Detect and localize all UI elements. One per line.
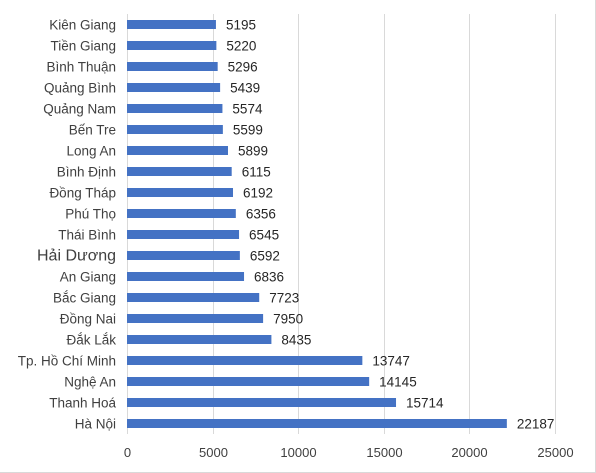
bar	[127, 293, 260, 302]
value-label: 6592	[250, 249, 280, 264]
bar	[127, 230, 240, 239]
x-tick-label: 0	[124, 445, 131, 460]
value-label: 5296	[228, 60, 258, 75]
bar	[127, 83, 221, 92]
category-label: Hải Dương	[37, 248, 116, 265]
value-label: 5574	[232, 102, 263, 117]
category-label: Tp. Hồ Chí Minh	[18, 354, 116, 369]
category-label: Phú Thọ	[65, 207, 116, 222]
x-tick-label: 25000	[537, 445, 573, 460]
category-label: Hà Nội	[75, 417, 116, 432]
x-tick-labels: 0 5000 10000 15000 20000 25000	[124, 445, 574, 460]
bar	[127, 41, 217, 50]
bar	[127, 146, 228, 155]
bar	[127, 188, 234, 197]
category-labels: Kiên Giang Tiền Giang Bình Thuận Quảng Bình…	[18, 18, 117, 432]
category-label: Bình Định	[57, 165, 116, 180]
bars	[127, 20, 507, 428]
category-label: Bình Thuận	[46, 60, 116, 75]
category-label: Nghệ An	[64, 375, 116, 390]
x-tick-label: 15000	[366, 445, 402, 460]
value-label: 6836	[254, 270, 284, 285]
value-label: 5439	[230, 81, 260, 96]
bar	[127, 335, 272, 344]
value-label: 6115	[242, 165, 271, 180]
gridlines	[127, 14, 556, 434]
value-label: 8435	[281, 333, 311, 348]
value-label: 15714	[406, 396, 444, 411]
bar	[127, 272, 245, 281]
category-label: Bến Tre	[69, 123, 116, 138]
value-label: 6192	[243, 186, 273, 201]
category-label: Quảng Nam	[43, 102, 116, 117]
bar	[127, 20, 216, 29]
bar	[127, 62, 218, 71]
value-label: 13747	[372, 354, 410, 369]
category-label: Đồng Tháp	[49, 186, 116, 201]
category-label: Đồng Nai	[60, 312, 116, 327]
x-tick-label: 5000	[199, 445, 228, 460]
bar	[127, 314, 264, 323]
value-label: 14145	[379, 375, 417, 390]
category-label: Tiền Giang	[50, 39, 116, 54]
bar	[127, 104, 223, 113]
value-label: 6356	[246, 207, 276, 222]
bar	[127, 377, 370, 386]
value-label: 5899	[238, 144, 268, 159]
category-label: Long An	[66, 144, 116, 159]
value-label: 5599	[233, 123, 263, 138]
value-label: 7723	[269, 291, 299, 306]
x-tick-label: 10000	[280, 445, 316, 460]
category-label: Đắk Lắk	[66, 333, 116, 348]
bar	[127, 398, 397, 407]
value-label: 6545	[249, 228, 279, 243]
value-label: 5195	[226, 18, 256, 33]
bar	[127, 167, 232, 176]
bar	[127, 125, 223, 134]
bar	[127, 209, 236, 218]
value-label: 5220	[226, 39, 256, 54]
value-label: 7950	[273, 312, 303, 327]
category-label: Thái Bình	[58, 228, 116, 243]
x-tick-label: 20000	[451, 445, 487, 460]
value-label: 22187	[517, 417, 555, 432]
category-label: Bắc Giang	[53, 291, 116, 306]
category-label: Quảng Bình	[44, 81, 116, 96]
category-label: Thanh Hoá	[49, 396, 116, 411]
bar	[127, 251, 240, 260]
bar	[127, 419, 507, 428]
category-label: An Giang	[60, 270, 116, 285]
value-labels: 5195 5220 5296 5439 5574 5599 5899 6115 6192 6356…	[226, 18, 554, 432]
bar	[127, 356, 363, 365]
category-label: Kiên Giang	[49, 18, 116, 33]
